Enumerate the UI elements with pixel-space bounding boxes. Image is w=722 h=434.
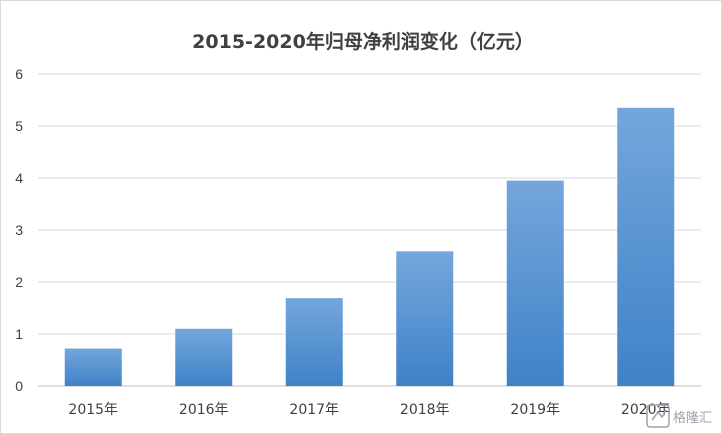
y-axis-ticks: 0 1 2 3 4 5 6 <box>15 66 23 394</box>
y-tick-label: 0 <box>15 378 23 394</box>
chart-title: 2015-2020年归母净利润变化（亿元） <box>192 30 534 53</box>
bar-2017年 <box>285 298 343 386</box>
y-tick-label: 6 <box>15 66 23 82</box>
x-tick-label: 2018年 <box>400 402 450 418</box>
y-tick-label: 2 <box>15 274 23 290</box>
bar-2020年 <box>617 107 675 387</box>
x-tick-label: 2020年 <box>621 402 671 418</box>
bar-2015年 <box>64 348 122 386</box>
x-tick-label: 2015年 <box>68 402 118 418</box>
x-tick-label: 2017年 <box>289 402 339 418</box>
y-tick-label: 4 <box>15 170 23 186</box>
y-tick-label: 1 <box>15 326 23 342</box>
watermark-text: 格隆汇 <box>673 410 712 426</box>
bar-2019年 <box>506 180 564 386</box>
watermark: 格隆汇 <box>646 404 712 428</box>
bars <box>64 107 675 387</box>
y-tick-label: 5 <box>15 118 23 134</box>
bar-2018年 <box>396 251 454 386</box>
y-tick-label: 3 <box>15 222 23 238</box>
x-tick-label: 2016年 <box>179 402 229 418</box>
glh-logo-icon <box>646 404 670 428</box>
x-tick-label: 2019年 <box>510 402 560 418</box>
grid-lines <box>38 73 701 387</box>
bar-2016年 <box>175 328 233 386</box>
x-axis-ticks: 2015年 2016年 2017年 2018年 2019年 2020年 <box>68 402 670 418</box>
